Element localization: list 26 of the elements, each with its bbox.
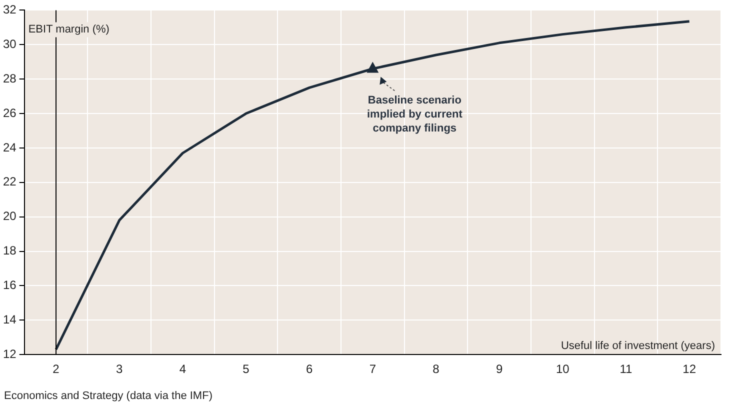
x-tick-label: 4 xyxy=(179,362,186,376)
x-tick-label: 6 xyxy=(306,362,313,376)
x-axis-title: Useful life of investment (years) xyxy=(560,340,715,352)
y-tick-label: 22 xyxy=(2,174,17,189)
y-tick-label: 30 xyxy=(2,36,17,51)
text: Economics and Strategy (data via the IMF) xyxy=(4,390,212,402)
x-tick-label: 3 xyxy=(116,362,123,376)
y-tick-label: 16 xyxy=(2,278,17,292)
x-tick-label: 5 xyxy=(242,362,250,376)
x-tick-label: 10 xyxy=(556,362,570,376)
y-tick-label: 20 xyxy=(2,209,17,224)
x-tick-label: 7 xyxy=(369,362,376,376)
x-tick-label: 12 xyxy=(682,362,696,376)
y-tick-label: 14 xyxy=(2,312,17,326)
y-tick-label: 12 xyxy=(2,346,17,361)
x-tick-label: 2 xyxy=(52,362,60,376)
y-tick-label: 26 xyxy=(2,106,17,120)
y-tick-label: 32 xyxy=(2,2,17,17)
y-tick-label: 18 xyxy=(2,244,17,258)
y-axis-title: EBIT margin (%) xyxy=(28,24,110,36)
y-tick-label: 28 xyxy=(2,71,17,86)
annotation: Baseline scenario implied by current company filings xyxy=(366,94,463,134)
x-tick-label: 9 xyxy=(496,362,503,376)
x-tick-label: 8 xyxy=(432,362,440,376)
y-tick-label: 24 xyxy=(2,140,17,154)
x-tick-label: 11 xyxy=(620,362,633,376)
